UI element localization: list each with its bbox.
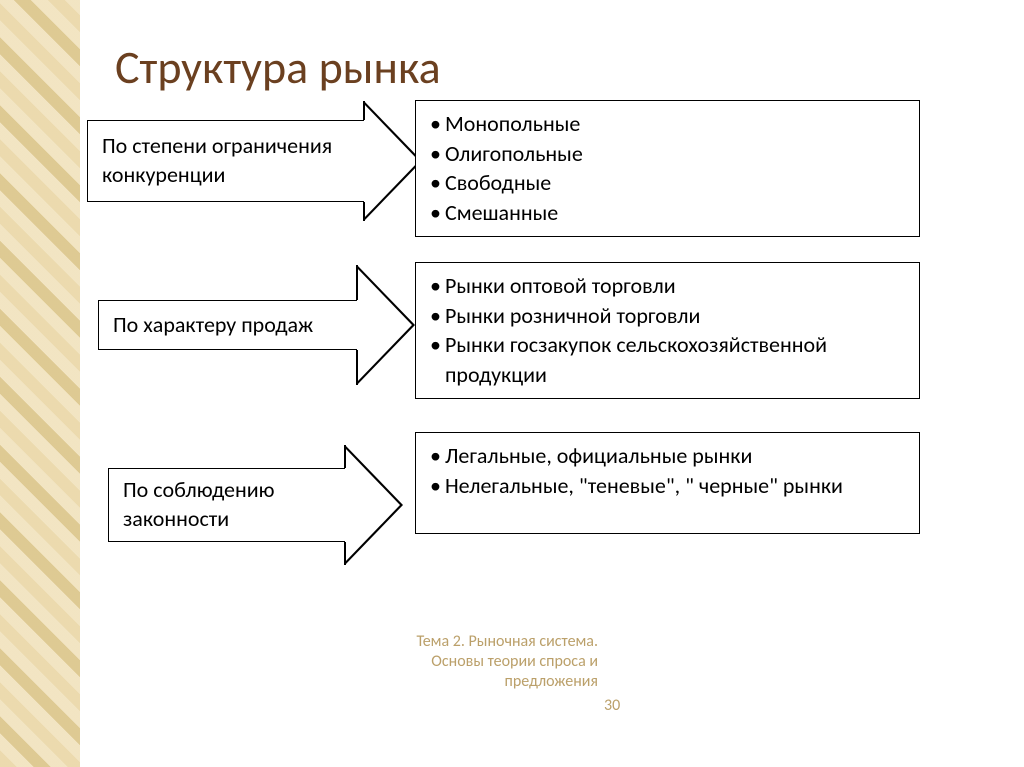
arrow-joint-bottom (344, 542, 346, 565)
list-item: •Монопольные (430, 109, 905, 139)
arrow-joint-top (363, 101, 365, 120)
list-item: •Нелегальные, "теневые", " черные" рынки (430, 471, 905, 501)
bullet-icon: • (430, 139, 441, 169)
list-item-text: Рынки розничной торговли (445, 301, 700, 331)
bullet-icon: • (430, 301, 441, 331)
arrow-joint-top (344, 445, 346, 468)
arrow-joint-bottom (363, 202, 365, 221)
slide-title: Структура рынка (115, 40, 441, 96)
list-item-text: Нелегальные, "теневые", " черные" рынки (445, 471, 843, 501)
category-content: •Легальные, официальные рынки•Нелегальны… (415, 432, 920, 534)
list-item-text: Свободные (445, 168, 551, 198)
list-item: •Рынки розничной торговли (430, 301, 905, 331)
list-item: •Рынки оптовой торговли (430, 271, 905, 301)
list-item: •Олигопольные (430, 139, 905, 169)
arrow-head-fill (357, 268, 412, 382)
page-number: 30 (604, 696, 620, 715)
list-item-text: Смешанные (445, 198, 558, 228)
list-item: •Рынки госзакупок сельскохозяйственной п… (430, 330, 905, 389)
bullet-icon: • (430, 441, 441, 471)
arrow-head-fill (364, 104, 419, 218)
category-label: По степени ограничения конкуренции (102, 132, 351, 189)
list-item-text: Монопольные (445, 109, 580, 139)
list-item: •Смешанные (430, 198, 905, 228)
list-item: •Легальные, официальные рынки (430, 441, 905, 471)
category-label: По соблюдению законности (123, 476, 332, 533)
sidebar-pattern (0, 0, 80, 767)
arrow-joint-top (356, 265, 358, 300)
list-item-text: Рынки оптовой торговли (445, 271, 676, 301)
bullet-icon: • (430, 471, 441, 501)
bullet-icon: • (430, 168, 441, 198)
category-arrow: По степени ограничения конкуренции (87, 120, 365, 202)
list-item: •Свободные (430, 168, 905, 198)
list-item-text: Олигопольные (445, 139, 583, 169)
category-label: По характеру продаж (113, 311, 313, 340)
arrow-joint-bottom (356, 350, 358, 385)
arrow-head-fill (345, 448, 400, 562)
list-item-text: Рынки госзакупок сельскохозяйственной пр… (445, 330, 905, 389)
category-content: •Монопольные•Олигопольные•Свободные•Смеш… (415, 100, 920, 237)
bullet-icon: • (430, 271, 441, 301)
bullet-icon: • (430, 109, 441, 139)
list-item-text: Легальные, официальные рынки (445, 441, 752, 471)
footer-caption: Тема 2. Рыночная система. Основы теории … (408, 632, 598, 692)
category-arrow: По характеру продаж (98, 300, 358, 350)
category-content: •Рынки оптовой торговли•Рынки розничной … (415, 262, 920, 399)
bullet-icon: • (430, 198, 441, 228)
bullet-icon: • (430, 330, 441, 360)
category-arrow: По соблюдению законности (108, 468, 346, 542)
